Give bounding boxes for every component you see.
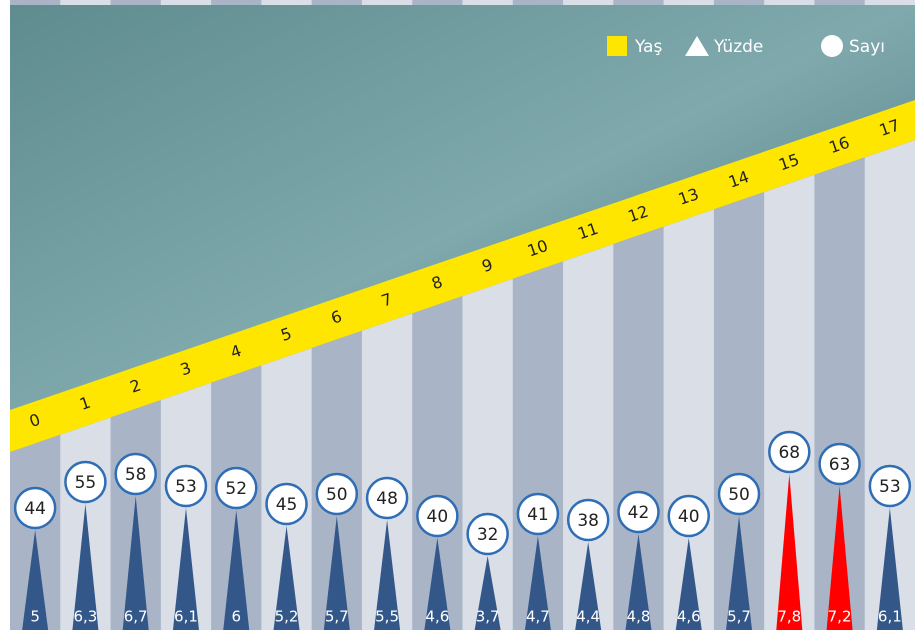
count-circle xyxy=(265,482,308,526)
percent-label: 6,1 xyxy=(878,608,902,626)
count-circle xyxy=(466,512,509,556)
triangle xyxy=(776,474,803,630)
triangle xyxy=(726,516,753,630)
legend-swatch xyxy=(607,36,627,56)
count-label: 40 xyxy=(427,507,449,527)
percent-label: 4,7 xyxy=(526,608,550,626)
triangle xyxy=(474,556,501,630)
triangle xyxy=(826,486,853,630)
legend-swatch xyxy=(685,36,709,56)
count-label: 32 xyxy=(477,525,499,545)
legend-label: Yaş xyxy=(634,37,662,57)
percent-label: 5,7 xyxy=(325,608,349,626)
percent-label: 6 xyxy=(231,608,241,626)
count-label: 68 xyxy=(778,443,800,463)
triangle xyxy=(575,542,602,630)
count-circle xyxy=(416,494,459,538)
percent-label: 4,4 xyxy=(576,608,600,626)
triangle xyxy=(876,508,903,630)
triangle xyxy=(273,526,300,630)
legend-label: Sayı xyxy=(849,37,885,57)
count-label: 44 xyxy=(24,499,46,519)
percent-label: 5,5 xyxy=(375,608,399,626)
count-label: 50 xyxy=(326,485,348,505)
percent-label: 5,2 xyxy=(275,608,299,626)
count-circle xyxy=(768,430,811,474)
count-label: 55 xyxy=(75,473,97,493)
count-label: 42 xyxy=(628,503,650,523)
count-circle xyxy=(566,498,610,542)
triangle xyxy=(223,510,250,630)
triangle xyxy=(524,536,551,630)
percent-label: 4,8 xyxy=(627,608,651,626)
count-circle xyxy=(315,472,359,516)
triangle xyxy=(22,530,49,630)
age-band xyxy=(10,100,915,452)
legend: Yaş Yüzde Sayı xyxy=(607,35,885,57)
count-circle xyxy=(617,490,660,534)
count-circle xyxy=(818,442,861,486)
count-label: 48 xyxy=(376,489,398,509)
percent-label: 5 xyxy=(30,608,40,626)
triangle xyxy=(374,520,401,630)
count-circle xyxy=(64,460,107,504)
count-circle xyxy=(868,464,912,508)
count-label: 50 xyxy=(728,485,750,505)
triangle xyxy=(172,508,199,630)
count-circle xyxy=(516,492,560,536)
count-label: 40 xyxy=(678,507,700,527)
triangle xyxy=(323,516,350,630)
percent-label: 4,6 xyxy=(425,608,449,626)
percent-label: 4,6 xyxy=(677,608,701,626)
percent-label: 5,7 xyxy=(727,608,751,626)
count-circle xyxy=(114,452,157,496)
triangle xyxy=(625,534,652,630)
count-label: 53 xyxy=(175,477,197,497)
count-label: 63 xyxy=(829,455,851,475)
triangle xyxy=(675,538,702,630)
count-label: 58 xyxy=(125,465,147,485)
count-circle xyxy=(215,466,258,510)
count-label: 38 xyxy=(577,511,599,531)
percent-label: 7,2 xyxy=(828,608,852,626)
legend-label: Yüzde xyxy=(713,37,763,57)
triangle xyxy=(122,496,149,630)
percent-label: 6,3 xyxy=(73,608,97,626)
triangle xyxy=(72,504,99,630)
count-label: 41 xyxy=(527,505,549,525)
count-circle xyxy=(13,486,57,530)
count-circle xyxy=(365,476,409,520)
count-circle xyxy=(717,472,761,516)
percent-label: 6,1 xyxy=(174,608,198,626)
count-circle xyxy=(164,464,208,508)
percent-label: 6,7 xyxy=(124,608,148,626)
count-label: 45 xyxy=(276,495,298,515)
count-label: 52 xyxy=(225,479,247,499)
triangle xyxy=(424,538,451,630)
percent-label: 3,7 xyxy=(476,608,500,626)
count-label: 53 xyxy=(879,477,901,497)
legend-swatch xyxy=(821,35,843,57)
count-circle xyxy=(667,494,710,538)
percent-label: 7,8 xyxy=(777,608,801,626)
